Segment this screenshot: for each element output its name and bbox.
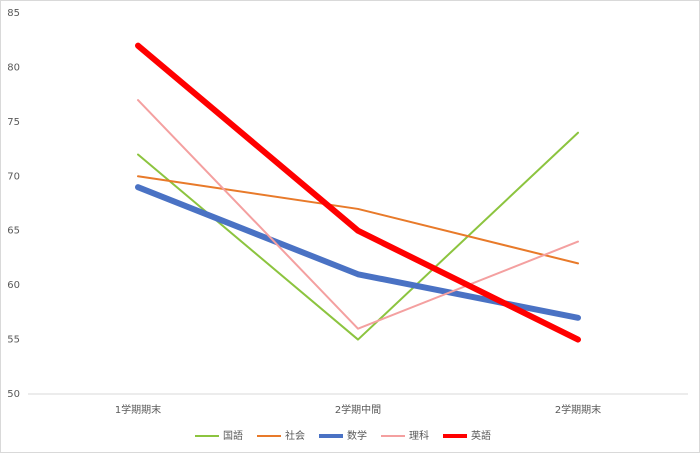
x-tick-label: 1学期期末	[115, 403, 161, 416]
y-tick-label: 50	[7, 389, 20, 400]
y-tick-label: 55	[7, 335, 20, 346]
legend-label: 理科	[409, 429, 429, 442]
y-tick-label: 80	[7, 62, 20, 73]
legend-label: 英語	[471, 429, 491, 442]
legend-label: 国語	[223, 429, 243, 442]
series-line	[135, 42, 581, 343]
series-line	[137, 99, 579, 330]
y-tick-label: 85	[7, 8, 20, 19]
x-tick-label: 2学期中間	[335, 403, 381, 416]
y-tick-label: 60	[7, 280, 20, 291]
series-line	[137, 175, 579, 265]
legend-label: 数学	[347, 429, 367, 442]
y-tick-label: 75	[7, 117, 20, 128]
legend-label: 社会	[285, 429, 305, 442]
y-tick-label: 65	[7, 226, 20, 237]
x-tick-label: 2学期期末	[555, 403, 601, 416]
y-tick-label: 70	[7, 171, 20, 182]
